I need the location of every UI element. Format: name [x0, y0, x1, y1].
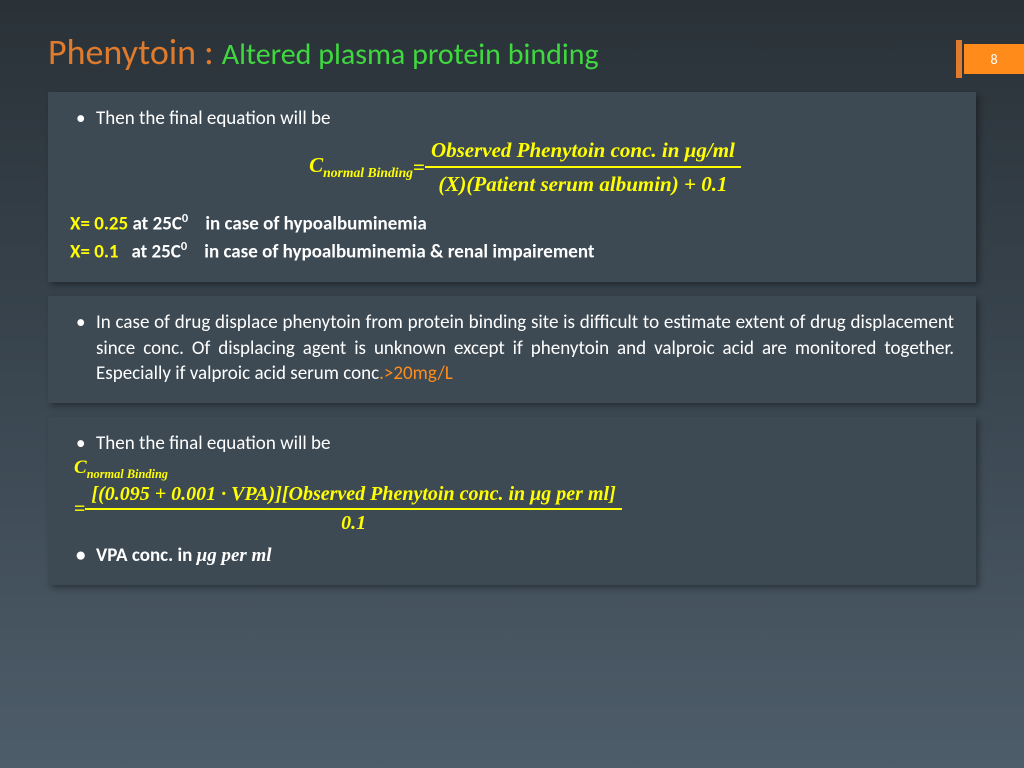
eq1-denominator: (X)(Patient serum albumin) + 0.1: [432, 170, 733, 198]
cond1-rest: at 25C: [128, 213, 182, 236]
panel1-intro: Then the final equation will be Cnormal …: [70, 106, 954, 198]
cond2-x: X= 0.1: [70, 241, 119, 264]
cond1-x: X= 0.25: [70, 213, 128, 236]
eq1-eqsign: =: [413, 153, 425, 181]
eq2-numerator: [(0.095 + 0.001 · VPA)][Observed Phenyto…: [85, 483, 621, 506]
panel2-text-b: .>20mg/L: [379, 362, 453, 385]
eq2-lhs: Cnormal Binding: [74, 457, 950, 482]
eq1-fraction: Observed Phenytoin conc. in μg/ml (X)(Pa…: [425, 136, 741, 199]
title-main: Phenytoin :: [48, 30, 214, 74]
slide: 8 Phenytoin : Altered plasma protein bin…: [0, 0, 1024, 768]
page-number-box: 8: [964, 44, 1024, 74]
page-number: 8: [990, 51, 997, 68]
cond2-rest: at 25C: [119, 241, 181, 264]
page-accent-bar: [956, 40, 962, 78]
panel1-intro-text: Then the final equation will be: [96, 107, 331, 130]
eq2-eqsign: =: [74, 498, 85, 521]
panel3-intro-text: Then the final equation will be: [96, 432, 331, 455]
condition-2: X= 0.1 at 25C0 in case of hypoalbuminemi…: [70, 238, 954, 266]
eq1-numerator: Observed Phenytoin conc. in μg/ml: [425, 136, 741, 164]
panel-explanation: In case of drug displace phenytoin from …: [48, 296, 976, 403]
equation-2-block: Cnormal Binding = [(0.095 + 0.001 · VPA)…: [70, 457, 954, 536]
equation-2: = [(0.095 + 0.001 · VPA)][Observed Pheny…: [74, 483, 622, 535]
cond1-tail: in case of hypoalbuminemia: [188, 213, 427, 236]
panel3-intro: Then the final equation will be: [70, 431, 954, 457]
panel2-text: In case of drug displace phenytoin from …: [70, 310, 954, 387]
condition-1: X= 0.25 at 25C0 in case of hypoalbuminem…: [70, 210, 954, 238]
panel-equation-2: Then the final equation will be Cnormal …: [48, 417, 976, 585]
cond2-tail: in case of hypoalbuminemia & renal impai…: [187, 241, 594, 264]
vpa-line-a: VPA conc. in: [96, 544, 197, 567]
vpa-conc-line: VPA conc. in μg per ml: [70, 543, 954, 569]
eq2-fraction: [(0.095 + 0.001 · VPA)][Observed Phenyto…: [85, 483, 621, 535]
conditions: X= 0.25 at 25C0 in case of hypoalbuminem…: [70, 210, 954, 266]
slide-header: Phenytoin : Altered plasma protein bindi…: [48, 30, 976, 74]
eq1-lhs: Cnormal Binding: [309, 151, 413, 183]
eq1-bar: [425, 166, 741, 168]
eq2-bar: [85, 508, 621, 510]
panel2-text-a: In case of drug displace phenytoin from …: [96, 311, 954, 385]
eq2-denominator: 0.1: [335, 512, 372, 535]
vpa-line-b: μg per ml: [197, 545, 272, 566]
panel-equation-1: Then the final equation will be Cnormal …: [48, 92, 976, 282]
title-sub: Altered plasma protein binding: [222, 36, 599, 73]
equation-1: Cnormal Binding = Observed Phenytoin con…: [309, 136, 741, 199]
